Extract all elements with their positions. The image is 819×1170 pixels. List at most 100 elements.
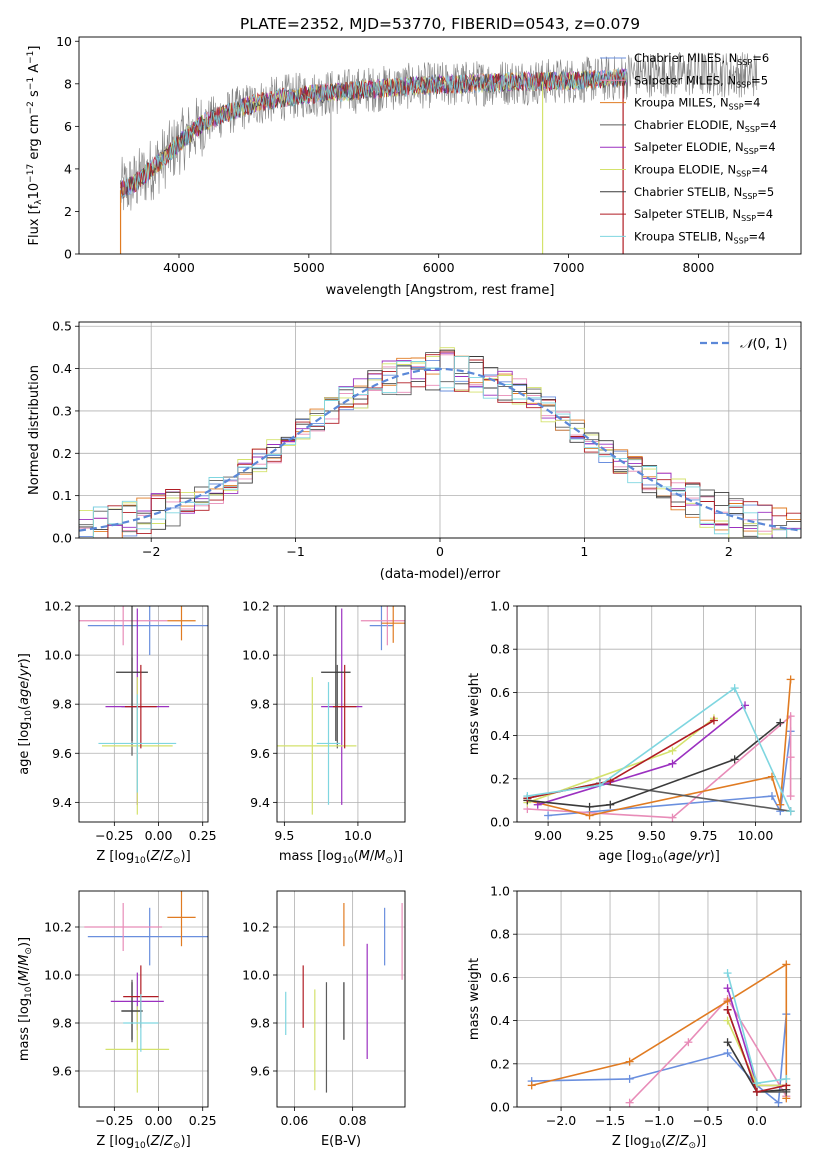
normal-reference-curve	[79, 367, 801, 532]
y-tick-label: 10.2	[44, 920, 72, 935]
legend-entry: Salpeter MILES, NSSP=5	[634, 73, 768, 89]
x-tick-label: 9.25	[586, 828, 614, 843]
plot-frame	[516, 605, 802, 823]
y-tick-label: 8	[64, 76, 72, 91]
y-tick-label: 10.2	[242, 599, 270, 614]
weight-line-salpeter-miles	[527, 714, 792, 819]
y-tick-label: 0	[64, 247, 72, 262]
spectrum-panel: 4000 5000 6000 7000 8000 0 2 4 6 8 10 wavelength [A…	[26, 34, 802, 298]
y-tick-label: 0.1	[52, 488, 72, 503]
x-tick-label: 1	[580, 544, 588, 559]
x-axis-label: age [log10(age/yr)]	[598, 849, 720, 866]
error-bars	[84, 891, 208, 1093]
y-axis-label: mass weight	[467, 958, 482, 1040]
plot-frame	[516, 890, 802, 1108]
y-tick-label: 9.8	[250, 1016, 270, 1031]
x-tick-label: 0.25	[189, 828, 217, 843]
weight-line-kroupa-elodie	[527, 717, 715, 804]
weight-line-chabrier-miles	[548, 731, 792, 817]
x-axis-label: wavelength [Angstrom, rest frame]	[326, 283, 555, 298]
y-tick-label: 6	[64, 119, 72, 134]
x-tick-label: 0.25	[189, 1113, 217, 1128]
x-axis-label: Z [log10(Z/Z⊙)]	[96, 849, 190, 866]
weight-line-salpeter-miles	[629, 997, 787, 1104]
x-tick-label: 9.00	[534, 828, 562, 843]
age-vs-metallicity-panel: −0.25 0.00 0.25 9.4 9.6 9.8 10.0 10.2 Z [log10(Z…	[17, 599, 217, 867]
plot-frame	[78, 321, 802, 539]
legend-entry: Kroupa MILES, NSSP=4	[634, 96, 760, 112]
x-tick-label: 10.0	[344, 828, 372, 843]
y-tick-label: 10.0	[242, 968, 270, 983]
y-tick-label: 4	[64, 161, 72, 176]
x-tick-label: −2.0	[546, 1113, 576, 1128]
x-tick-label: 10.00	[737, 828, 773, 843]
y-tick-label: 0.4	[490, 728, 510, 743]
y-tick-label: 9.6	[250, 1064, 270, 1079]
y-tick-label: 0.0	[52, 531, 72, 546]
mass-vs-metallicity-panel: −0.25 0.00 0.25 9.6 9.8 10.0 10.2 Z [log10(Z/Z⊙…	[17, 890, 217, 1151]
plot-frame	[78, 890, 209, 1108]
y-tick-label: 9.6	[250, 746, 270, 761]
x-axis-label: Z [log10(Z/Z⊙)]	[612, 1134, 706, 1151]
residual-histogram-panel: −2 −1 0 1 2 0.0 0.1 0.2 0.3 0.4 0.5 (data-model)/er…	[27, 319, 802, 582]
histogram-line-salpeter-stelib	[79, 351, 801, 538]
y-tick-label: 0.3	[52, 403, 72, 418]
plot-frame	[276, 605, 406, 823]
error-bars	[79, 606, 208, 815]
y-axis-label: Normed distribution	[27, 365, 42, 495]
x-tick-label: 6000	[423, 260, 455, 275]
y-tick-label: 9.6	[52, 746, 72, 761]
plot-frame	[78, 36, 802, 255]
x-axis-label: E(B-V)	[321, 1134, 361, 1149]
legend-entry: Chabrier MILES, NSSP=6	[634, 51, 769, 67]
y-axis-label: mass weight	[467, 673, 482, 755]
spectrum-traces	[119, 51, 758, 254]
x-axis-label: (data-model)/error	[380, 567, 501, 582]
weight-vs-metallicity-panel: −2.0 −1.5 −1.0 −0.5 0.0 0.0 0.2 0.4 0.6 0.8 1.0 Z […	[467, 884, 802, 1151]
weight-line-chabrier-miles	[531, 1014, 788, 1105]
figure-title: PLATE=2352, MJD=53770, FIBERID=0543, z=0…	[240, 15, 640, 33]
y-tick-label: 10.2	[242, 920, 270, 935]
y-tick-label: 1.0	[490, 884, 510, 899]
x-tick-label: 8000	[683, 260, 715, 275]
x-tick-label: 9.5	[274, 828, 294, 843]
x-tick-label: −2	[142, 544, 160, 559]
x-tick-label: −0.25	[95, 828, 133, 843]
y-tick-label: 0.2	[490, 771, 510, 786]
x-axis-label: Z [log10(Z/Z⊙)]	[96, 1134, 190, 1151]
legend-entry: Kroupa ELODIE, NSSP=4	[634, 163, 768, 179]
x-tick-label: −1	[286, 544, 304, 559]
y-tick-label: 10	[56, 34, 72, 49]
x-tick-label: 7000	[553, 260, 585, 275]
y-tick-label: 9.8	[52, 697, 72, 712]
x-tick-label: −0.25	[95, 1113, 133, 1128]
x-tick-label: 0.06	[281, 1113, 309, 1128]
y-tick-label: 0.2	[52, 446, 72, 461]
y-tick-label: 1.0	[490, 599, 510, 614]
x-axis-label: mass [log10(M/M⊙)]	[279, 849, 403, 866]
y-axis-label: Flux [fλ10−17 erg cm−2 s−1 A−1]	[26, 46, 44, 246]
legend-entry: Salpeter ELODIE, NSSP=4	[634, 140, 776, 156]
y-tick-label: 2	[64, 204, 72, 219]
y-tick-label: 10.2	[44, 599, 72, 614]
x-tick-label: −1.5	[595, 1113, 625, 1128]
legend-entry: 𝒩(0, 1)	[740, 337, 787, 352]
y-tick-label: 0.2	[490, 1056, 510, 1071]
x-tick-label: 4000	[163, 260, 195, 275]
legend-entry: Salpeter STELIB, NSSP=4	[634, 207, 773, 223]
y-tick-label: 0.0	[490, 815, 510, 830]
x-tick-label: 0.08	[339, 1113, 367, 1128]
y-tick-label: 9.8	[52, 1016, 72, 1031]
x-tick-label: 2	[725, 544, 733, 559]
y-tick-label: 10.0	[242, 648, 270, 663]
y-tick-label: 9.4	[250, 795, 270, 810]
weight-line-kroupa-stelib	[527, 686, 792, 812]
weight-lines	[523, 675, 795, 822]
y-axis-label: mass [log10(M/M⊙)]	[17, 937, 34, 1061]
age-vs-mass-panel: 9.5 10.0 9.4 9.6 9.8 10.0 10.2 mass [log10(M/M⊙…	[242, 599, 406, 866]
plot-frame	[276, 890, 406, 1108]
legend-entry: Chabrier STELIB, NSSP=5	[634, 185, 774, 201]
error-bars	[277, 606, 405, 815]
y-axis-label: age [log10(age/yr)]	[17, 653, 34, 775]
